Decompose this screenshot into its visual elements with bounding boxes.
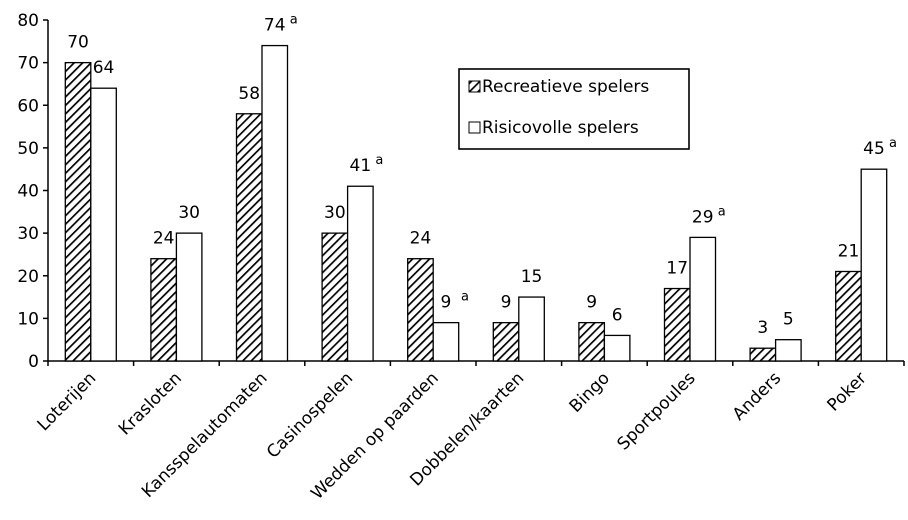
data-label: 58	[238, 84, 260, 104]
data-label: 41	[350, 156, 372, 176]
data-label-footnote: a	[461, 290, 469, 305]
y-tick-label: 80	[17, 11, 39, 31]
data-label: 70	[67, 33, 89, 53]
bar-risicovolle	[603, 334, 631, 362]
data-label: 9	[441, 293, 452, 313]
data-label: 74	[264, 16, 286, 36]
data-label: 30	[324, 203, 346, 223]
legend-label-recreatieve: Recreatieve spelers	[482, 77, 649, 97]
y-tick-label: 50	[17, 139, 39, 159]
bar-recreatieve	[64, 61, 92, 362]
bar-recreatieve	[578, 321, 606, 362]
data-label: 64	[93, 58, 115, 78]
data-label: 5	[783, 310, 794, 330]
data-label: 29	[692, 207, 714, 227]
data-label: 9	[501, 293, 512, 313]
bar-recreatieve	[321, 232, 349, 362]
legend-label-risicovolle: Risicovolle spelers	[482, 118, 639, 138]
data-label: 6	[612, 305, 623, 325]
x-tick-label: Bingo	[566, 368, 614, 416]
bar-risicovolle	[261, 44, 289, 362]
data-label: 15	[521, 267, 543, 287]
bar-risicovolle	[346, 185, 374, 362]
y-tick-label: 10	[17, 309, 39, 329]
bar-recreatieve	[235, 113, 263, 362]
x-tick-label: Casinospelen	[263, 368, 357, 462]
x-tick-label: Sportpoules	[614, 368, 700, 454]
data-label-footnote: a	[889, 136, 897, 151]
bar-risicovolle	[175, 232, 203, 362]
data-label-footnote: a	[290, 13, 298, 28]
y-tick-label: 20	[17, 267, 39, 287]
legend-swatch-risicovolle	[468, 121, 481, 134]
data-label: 3	[757, 318, 768, 338]
y-tick-label: 30	[17, 224, 39, 244]
x-tick-label: Poker	[824, 368, 871, 415]
bar-risicovolle	[689, 236, 717, 362]
bar-recreatieve	[835, 270, 862, 362]
data-label-footnote: a	[375, 153, 383, 168]
bar-recreatieve	[407, 258, 434, 362]
x-tick-label: Anders	[729, 368, 785, 424]
data-label: 24	[410, 229, 432, 249]
legend-swatch-recreatieve	[468, 80, 481, 93]
x-tick-label: Krasloten	[115, 368, 186, 439]
data-label: 17	[666, 259, 688, 279]
data-label: 9	[586, 293, 597, 313]
data-label: 30	[178, 203, 200, 223]
bar-recreatieve	[749, 347, 777, 362]
legend-box	[458, 68, 690, 150]
y-tick-label: 0	[28, 352, 39, 372]
y-tick-label: 70	[17, 54, 39, 74]
chart-bars	[64, 44, 888, 362]
bar-risicovolle	[90, 87, 117, 362]
data-label: 24	[153, 229, 175, 249]
bar-recreatieve	[492, 321, 520, 362]
bar-risicovolle	[774, 339, 802, 362]
bar-risicovolle	[860, 168, 888, 362]
y-tick-label: 40	[17, 182, 39, 202]
x-tick-label: Loterijen	[34, 368, 101, 435]
data-label-footnote: a	[718, 204, 726, 219]
bar-recreatieve	[663, 287, 691, 362]
data-label: 21	[838, 241, 860, 261]
data-label: 45	[863, 139, 885, 159]
y-tick-label: 60	[17, 96, 39, 116]
bar-recreatieve	[150, 258, 178, 362]
bar-risicovolle	[518, 296, 545, 362]
bar-risicovolle	[432, 321, 460, 362]
chart-legend: Recreatieve spelers Risicovolle spelers	[458, 68, 690, 150]
